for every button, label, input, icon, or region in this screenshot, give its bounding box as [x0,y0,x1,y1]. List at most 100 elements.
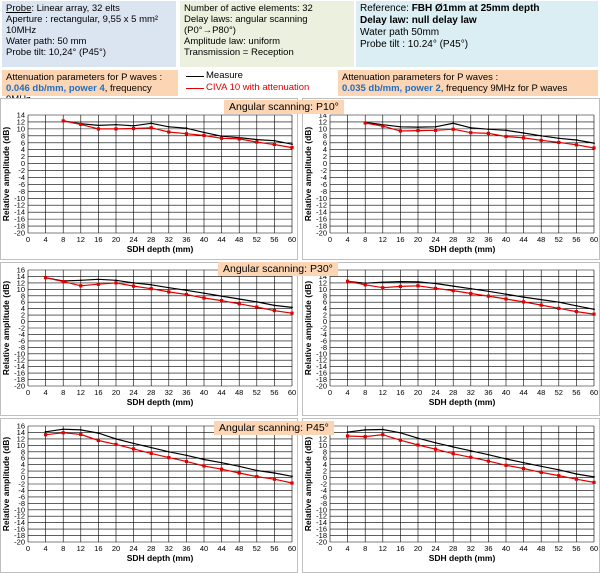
measure-point [434,282,437,285]
civa-point [574,309,578,314]
civa-point [61,280,65,284]
measure-point [79,279,82,282]
civa-point [79,432,83,436]
measure-point [132,442,135,445]
probe-tilt-2-text: Probe tilt : 10.24° (P45°) [360,39,469,50]
y-tick-label: 12 [17,117,25,126]
measure-point [291,306,293,309]
y-tick-label: -10 [316,505,327,514]
y-axis-label: Relative amplitude (dB) [303,437,313,532]
y-tick-label: -16 [14,369,25,378]
x-tick-label: 36 [182,544,190,553]
civa-point [114,442,118,446]
water-path-text: Water path: 50 mm [6,36,87,47]
y-axis-label: Relative amplitude (dB) [303,281,313,376]
civa-point [255,305,259,309]
probe-value: : Linear array, 32 elts [31,3,120,14]
probe-info-box: Probe: Linear array, 32 elts Aperture : … [2,1,176,67]
y-axis-label: Relative amplitude (dB) [303,127,313,222]
scan-label-p45: Angular scanning: P45° [214,421,334,435]
y-tick-label: -12 [14,512,25,521]
measure-point [505,293,507,296]
y-tick-label: 2 [21,152,25,161]
x-tick-label: 56 [572,544,580,553]
measure-point [220,135,223,138]
y-axis-label: Relative amplitude (dB) [1,281,11,376]
y-tick-label: -4 [320,330,327,339]
y-tick-label: 16 [17,266,25,275]
y-tick-label: 6 [21,454,25,463]
active-elements-text: Number of active elements: 32 [184,3,313,14]
x-tick-label: 24 [431,544,439,553]
measure-point [115,279,117,282]
civa-point [184,459,188,464]
delay-law-info-box: Number of active elements: 32 Delay laws… [180,1,354,67]
y-tick-label: -8 [320,187,327,196]
x-tick-label: 4 [44,544,48,553]
civa-point [202,296,206,300]
civa-point [184,132,188,136]
measure-point [575,139,578,141]
y-tick-label: -18 [316,222,327,231]
civa-point [434,286,438,290]
x-tick-label: 12 [379,544,387,553]
civa-point [592,480,596,484]
y-tick-label: -8 [18,343,25,352]
x-tick-label: 44 [217,235,225,244]
y-tick-label: 6 [323,138,327,147]
x-tick-label: 12 [77,235,85,244]
aperture-text: Aperture : rectangular, 9,55 x 5 mm² [6,14,159,25]
measure-point [167,450,170,453]
y-tick-label: 2 [323,311,327,320]
x-tick-label: 48 [537,235,545,244]
x-tick-label: 8 [61,544,65,553]
x-tick-label: 12 [77,544,85,553]
y-tick-label: -2 [18,480,25,489]
measure-point [185,127,188,130]
civa-point [504,134,508,139]
y-tick-label: 6 [21,138,25,147]
x-tick-label: 28 [147,544,155,553]
x-axis-label: SDH depth (mm) [127,397,194,407]
x-tick-label: 48 [537,388,545,397]
chart-frame [302,418,600,573]
probe-tilt-text: Probe tilt: 10,24° (P45°) [6,47,107,58]
x-tick-label: 16 [94,388,102,397]
y-tick-label: 8 [21,447,25,456]
y-tick-label: 0 [323,317,327,326]
x-tick-label: 56 [572,235,580,244]
x-tick-label: 20 [112,544,120,553]
civa-point [539,138,543,142]
civa-point [149,287,153,291]
x-tick-label: 60 [288,388,296,397]
civa-point [363,283,367,287]
measure-point [399,431,402,434]
measure-point [505,129,507,132]
measure-point [238,298,241,300]
series-line-measure [365,121,595,144]
y-tick-label: -20 [316,382,327,391]
y-tick-label: 12 [319,117,327,126]
y-tick-label: 6 [21,298,25,307]
y-tick-label: 4 [323,145,327,154]
x-tick-label: 0 [328,388,332,397]
civa-point [574,477,578,481]
civa-point [592,146,596,150]
y-tick-label: -14 [316,208,327,217]
y-tick-label: 4 [323,460,327,469]
civa-point [237,137,241,141]
measure-point [417,126,419,129]
civa-point [346,279,350,283]
civa-point [220,467,224,471]
civa-point [434,128,438,132]
y-tick-label: -6 [18,336,25,345]
measure-point [469,287,472,290]
x-tick-label: 56 [270,544,278,553]
y-tick-label: 10 [17,124,25,133]
y-tick-label: -2 [320,480,327,489]
y-tick-label: -14 [316,518,327,527]
x-axis-label: SDH depth (mm) [127,553,194,563]
x-tick-label: 8 [61,235,65,244]
measure-point [132,124,135,127]
